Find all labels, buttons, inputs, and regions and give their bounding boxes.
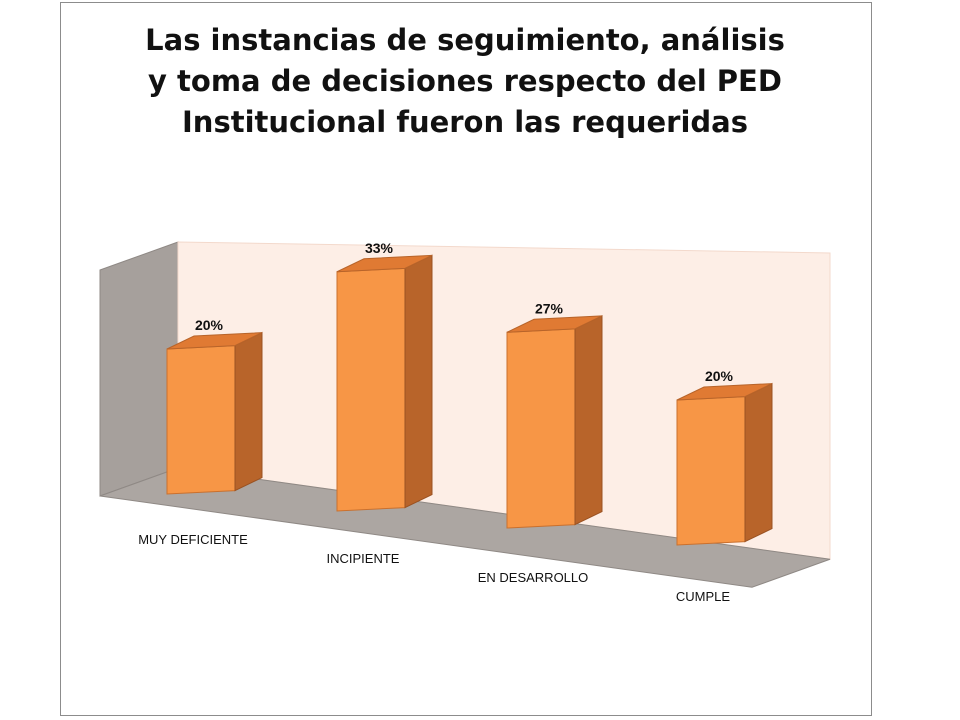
bar-3 [676, 382, 773, 546]
data-label-0: 20% [195, 317, 224, 333]
chart-title-line-1: Las instancias de seguimiento, análisis [145, 23, 785, 57]
chart-bars [166, 254, 773, 546]
chart-side-wall [99, 241, 179, 497]
bar-top-0 [166, 332, 263, 350]
bar-2 [506, 315, 603, 529]
bar-top-3 [676, 383, 773, 401]
chart-title-line-3: Institucional fueron las requeridas [182, 105, 748, 139]
bar-1 [336, 254, 433, 512]
data-label-1: 33% [365, 240, 394, 256]
category-label-1: INCIPIENTE [327, 551, 400, 566]
chart-labels: 20% MUY DEFICIENTE 33% INCIPIENTE 27% EN DESA… [138, 240, 733, 604]
category-label-2: EN DESARROLLO [478, 570, 589, 585]
category-label-3: CUMPLE [676, 589, 731, 604]
bar-front-0 [166, 345, 236, 495]
chart-title-line-2: y toma de decisiones respecto del PED [148, 64, 782, 98]
bar-top-2 [506, 315, 603, 333]
data-label-3: 20% [705, 368, 734, 384]
data-label-2: 27% [535, 300, 564, 316]
chart-title: Las instancias de seguimiento, análisis … [0, 20, 930, 143]
chart-floor [99, 467, 831, 588]
bar-top-1 [336, 254, 433, 273]
bar-front-3 [676, 396, 746, 546]
bar-0 [166, 331, 263, 495]
bar-side-2 [574, 315, 603, 526]
bar-front-1 [336, 267, 406, 512]
bar-side-3 [744, 382, 773, 543]
category-label-0: MUY DEFICIENTE [138, 532, 248, 547]
bar-side-1 [404, 254, 433, 509]
bar-side-0 [234, 331, 263, 492]
bar-front-2 [506, 328, 576, 529]
